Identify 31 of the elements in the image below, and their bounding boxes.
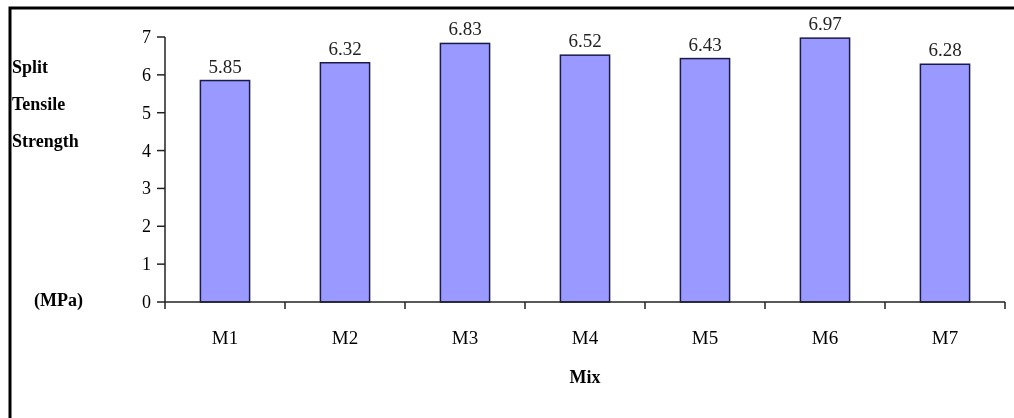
bar: [319, 61, 371, 303]
x-tick-label: M2: [331, 327, 359, 348]
data-label: 6.43: [688, 33, 722, 55]
text: Split Tensile Strength (MPa): [12, 57, 83, 310]
data-label: 6.52: [568, 30, 602, 52]
bar: [559, 54, 611, 303]
y-tick-label: 5: [142, 102, 151, 123]
x-tick-label: M7: [931, 327, 959, 348]
x-tick-label: M4: [571, 327, 599, 348]
y-tick-label: 2: [142, 216, 151, 237]
x-tick-label: M1: [211, 327, 239, 348]
x-axis-title: Mix: [569, 367, 601, 387]
bar: [679, 57, 731, 303]
y-tick-label: 4: [142, 140, 151, 161]
data-label: 5.85: [208, 55, 242, 77]
y-tick-label: 7: [142, 27, 151, 47]
x-tick-label: M6: [811, 327, 839, 348]
data-label: 6.83: [448, 18, 482, 40]
y-tick-label: 6: [142, 64, 151, 85]
bar: [799, 37, 851, 303]
data-label: 6.97: [808, 13, 842, 35]
y-tick-label: 3: [142, 178, 151, 199]
bar: [199, 79, 251, 303]
x-tick-label: M3: [451, 327, 479, 348]
x-tick-label: M5: [691, 327, 719, 348]
data-label: 6.28: [928, 39, 962, 61]
bar: [439, 42, 491, 303]
y-tick-label: 0: [142, 292, 151, 312]
bar: [919, 63, 971, 303]
y-tick-label: 1: [142, 254, 151, 275]
data-label: 6.32: [328, 37, 362, 59]
